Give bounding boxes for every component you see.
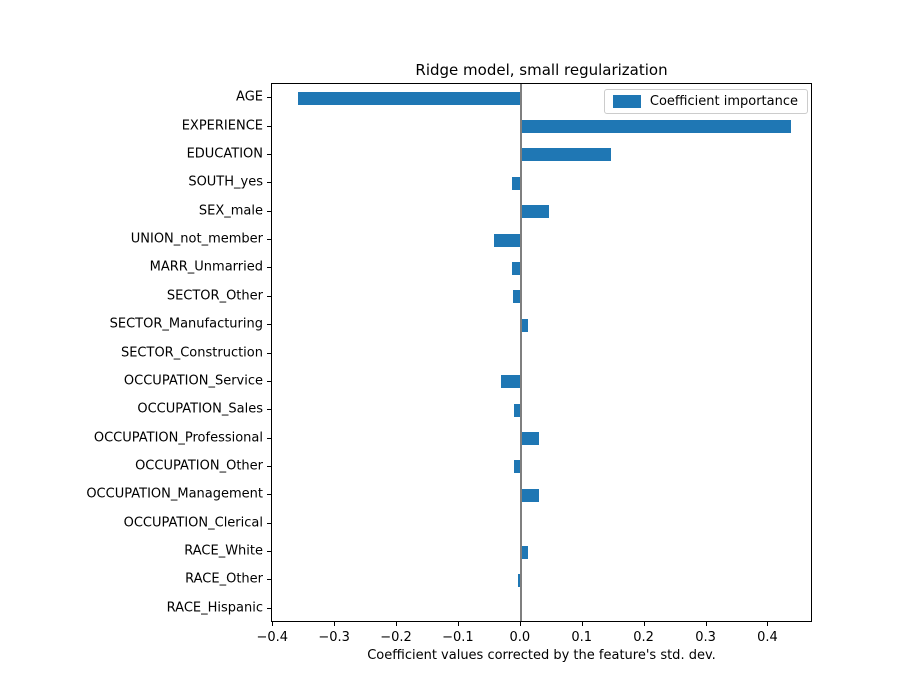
xtick-mark	[767, 622, 769, 626]
xtick-mark	[519, 622, 521, 626]
legend: Coefficient importance	[603, 89, 808, 114]
ytick-mark	[267, 210, 271, 212]
xtick-mark	[334, 622, 336, 626]
bar-SECTOR_Manufacturing	[520, 318, 529, 332]
ytick-label-EDUCATION: EDUCATION	[186, 146, 263, 162]
ytick-label-OCCUPATION_Professional: OCCUPATION_Professional	[93, 430, 263, 446]
ytick-label-AGE: AGE	[236, 89, 263, 105]
xtick-label: 0.1	[571, 630, 593, 645]
ytick-label-MARR_Unmarried: MARR_Unmarried	[149, 259, 263, 275]
ytick-label-OCCUPATION_Sales: OCCUPATION_Sales	[137, 401, 263, 417]
ytick-mark	[267, 465, 271, 467]
ytick-mark	[267, 324, 271, 326]
ytick-label-SEX_male: SEX_male	[198, 203, 263, 219]
xtick-label: −0.1	[442, 630, 474, 645]
ytick-mark	[267, 551, 271, 553]
bar-OCCUPATION_Management	[520, 488, 539, 502]
ytick-mark	[267, 125, 271, 127]
ytick-mark	[267, 97, 271, 99]
xtick-label: −0.4	[256, 630, 289, 645]
bar-EDUCATION	[520, 148, 612, 162]
bar-SOUTH_yes	[512, 176, 521, 190]
ytick-label-RACE_White: RACE_White	[184, 543, 263, 559]
xtick-mark	[396, 622, 398, 626]
chart-title: Ridge model, small regularization	[415, 61, 668, 79]
ytick-mark	[267, 295, 271, 297]
xtick-mark	[705, 622, 707, 626]
bar-OCCUPATION_Other	[514, 460, 521, 474]
ytick-label-OCCUPATION_Service: OCCUPATION_Service	[123, 373, 263, 389]
bar-RACE_Other	[517, 573, 521, 587]
xtick-mark	[457, 622, 459, 626]
bar-MARR_Unmarried	[512, 261, 521, 275]
ytick-mark	[267, 267, 271, 269]
ytick-label-RACE_Hispanic: RACE_Hispanic	[166, 600, 263, 616]
bar-OCCUPATION_Sales	[514, 403, 521, 417]
ytick-mark	[267, 437, 271, 439]
ytick-mark	[267, 607, 271, 609]
legend-label: Coefficient importance	[649, 94, 798, 109]
ytick-mark	[267, 352, 271, 354]
ytick-mark	[267, 579, 271, 581]
ytick-label-OCCUPATION_Clerical: OCCUPATION_Clerical	[123, 515, 263, 531]
xtick-label: 0.3	[695, 630, 716, 645]
xtick-label: −0.3	[318, 630, 350, 645]
xtick-mark	[581, 622, 583, 626]
bar-UNION_not_member	[494, 233, 521, 247]
xtick-label: −0.2	[380, 630, 412, 645]
ytick-label-SECTOR_Manufacturing: SECTOR_Manufacturing	[109, 316, 263, 332]
xtick-label: 0.0	[509, 630, 531, 645]
ytick-mark	[267, 182, 271, 184]
ytick-mark	[267, 153, 271, 155]
xtick-mark	[643, 622, 645, 626]
ytick-mark	[267, 380, 271, 382]
ytick-label-OCCUPATION_Other: OCCUPATION_Other	[135, 458, 263, 474]
x-axis-title: Coefficient values corrected by the feat…	[367, 648, 716, 663]
bar-OCCUPATION_Professional	[520, 432, 540, 446]
xtick-label: 0.4	[757, 630, 778, 645]
bar-OCCUPATION_Service	[501, 375, 521, 389]
ytick-mark	[267, 239, 271, 241]
plot-area: Coefficient importance	[271, 83, 812, 622]
bar-AGE	[297, 91, 521, 105]
ytick-label-OCCUPATION_Management: OCCUPATION_Management	[86, 486, 263, 502]
bar-RACE_White	[520, 545, 528, 559]
xtick-label: 0.2	[633, 630, 654, 645]
ytick-label-RACE_Other: RACE_Other	[185, 571, 263, 587]
ytick-mark	[267, 522, 271, 524]
legend-swatch-icon	[612, 95, 641, 108]
ytick-mark	[267, 409, 271, 411]
ytick-label-SECTOR_Construction: SECTOR_Construction	[120, 345, 263, 360]
xtick-mark	[272, 622, 274, 626]
ytick-mark	[267, 494, 271, 496]
bar-SECTOR_Other	[513, 290, 521, 304]
zero-axvline	[519, 84, 522, 621]
ytick-label-SECTOR_Other: SECTOR_Other	[166, 288, 263, 304]
ytick-label-SOUTH_yes: SOUTH_yes	[188, 174, 263, 190]
bar-SEX_male	[520, 205, 549, 219]
ytick-label-UNION_not_member: UNION_not_member	[130, 231, 263, 247]
bar-EXPERIENCE	[520, 120, 791, 134]
ytick-label-EXPERIENCE: EXPERIENCE	[181, 118, 263, 134]
